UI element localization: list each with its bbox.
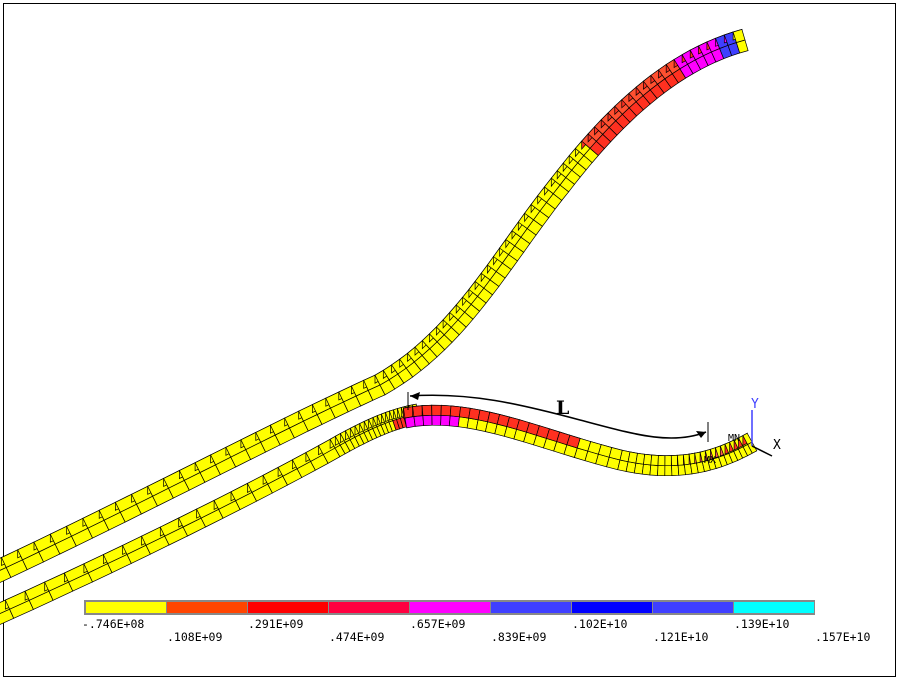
mesh-element	[431, 404, 442, 416]
mesh-element	[440, 414, 451, 427]
legend-tick-label: .291E+09	[248, 617, 303, 631]
legend-color-cell	[248, 602, 328, 613]
contour-legend: -.746E+08 .108E+09 .291E+09 .474E+09 .657E+0…	[82, 600, 870, 644]
mesh-element	[650, 454, 659, 466]
legend-tick-label: .657E+09	[410, 617, 465, 631]
mesh-element	[422, 414, 433, 426]
x-axis-label: X	[773, 438, 781, 453]
mesh-element	[421, 404, 433, 416]
dimension-label: L	[556, 397, 569, 419]
dimension-arrowhead-right	[696, 431, 706, 438]
x-axis-line	[751, 445, 773, 457]
mesh-element	[657, 455, 666, 467]
legend-color-cell	[653, 602, 733, 613]
coordinate-triad: Y X MX MN	[704, 397, 781, 466]
mesh-element	[643, 453, 653, 466]
legend-tick-label: .157E+10	[815, 630, 870, 644]
legend-color-cell	[491, 602, 571, 613]
mesh-element	[649, 464, 659, 476]
mesh-element	[412, 405, 424, 417]
dimension-arrow-line	[409, 394, 707, 439]
legend-color-cell	[734, 602, 814, 613]
node-label-mx: MX	[704, 455, 716, 466]
legend-tick-label: .139E+10	[734, 617, 789, 631]
mesh-element	[413, 415, 424, 427]
legend-tick-label: .108E+09	[167, 630, 222, 644]
plot-frame	[3, 3, 896, 677]
mesh-element	[448, 415, 460, 428]
y-axis-label: Y	[751, 397, 759, 412]
mesh-element	[404, 416, 416, 429]
mesh-element	[641, 463, 652, 476]
mesh-element	[440, 404, 452, 417]
mesh-element	[431, 414, 442, 426]
dimension-annotation: L	[407, 392, 709, 442]
legend-tick-label: -.746E+08	[82, 617, 144, 631]
legend-tick-label: .102E+10	[572, 617, 627, 631]
legend-color-cell	[86, 602, 166, 613]
mesh-element	[664, 455, 672, 467]
mesh-element	[742, 432, 753, 445]
mesh-element	[449, 405, 461, 418]
legend-tick-label: .839E+09	[491, 630, 546, 644]
legend-tick-label: .121E+10	[653, 630, 708, 644]
legend-tick-label: .474E+09	[329, 630, 384, 644]
mesh-element	[732, 28, 746, 43]
mesh-element	[664, 465, 673, 477]
beam-mesh	[0, 28, 758, 625]
node-label-mn: MN	[728, 433, 740, 444]
legend-color-cell	[410, 602, 490, 613]
dimension-arrowhead-left	[410, 392, 420, 400]
mesh-element	[657, 465, 666, 477]
legend-color-cell	[167, 602, 247, 613]
legend-color-cell	[572, 602, 652, 613]
legend-color-cell	[329, 602, 409, 613]
mesh-element	[671, 464, 680, 476]
